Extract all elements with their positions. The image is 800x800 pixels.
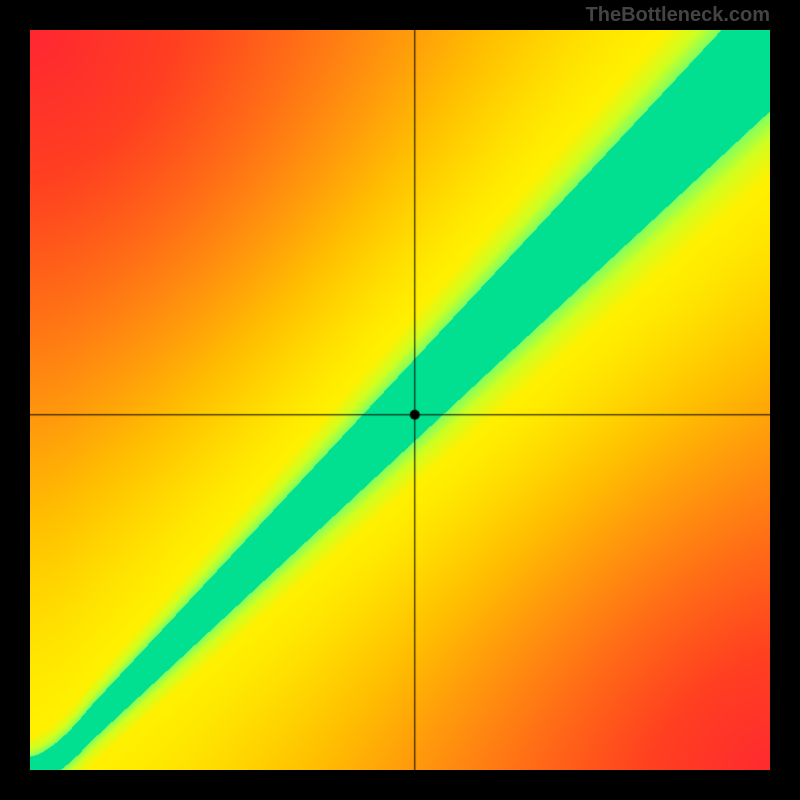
watermark-text: TheBottleneck.com [586,4,770,27]
heatmap-canvas [30,30,770,770]
chart-container: TheBottleneck.com [0,0,800,800]
plot-area [30,30,770,770]
